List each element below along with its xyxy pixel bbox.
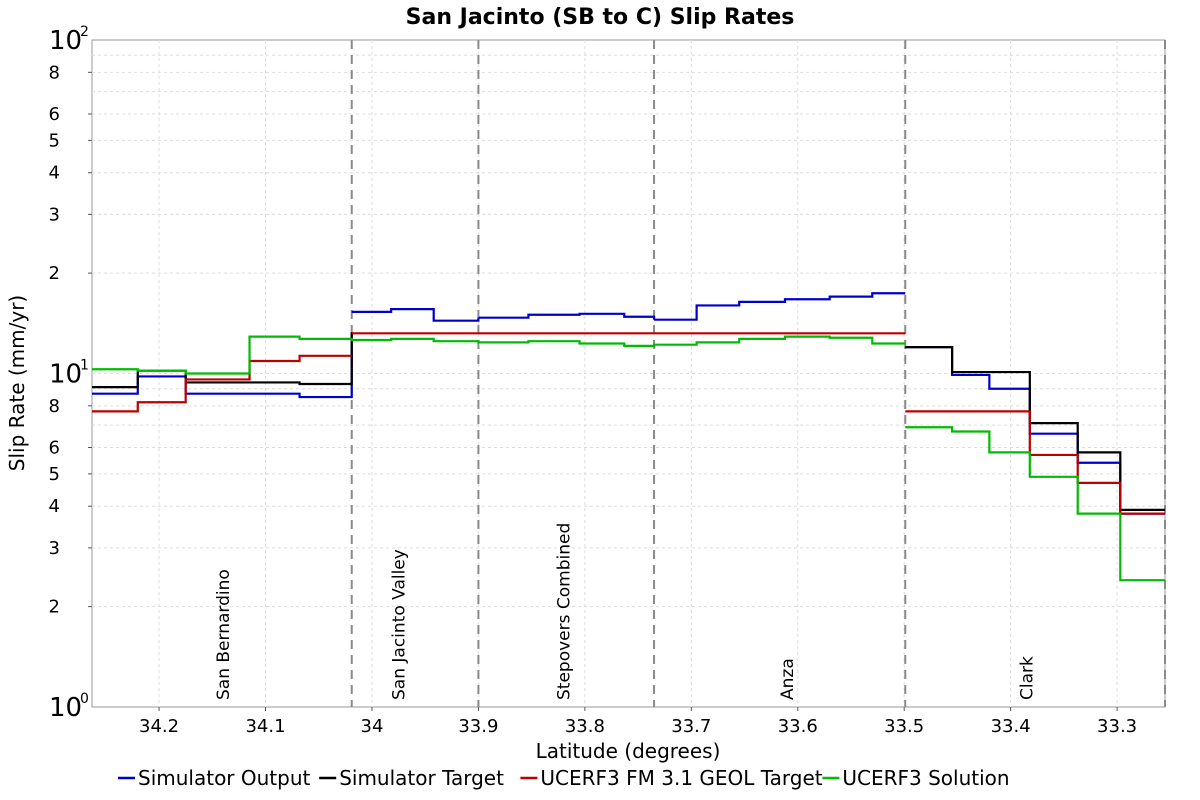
y-decade-label: 10 <box>49 26 82 56</box>
x-tick-label: 33.6 <box>778 716 818 737</box>
x-tick-label: 33.8 <box>565 716 605 737</box>
series-line-2 <box>905 410 1165 515</box>
y-tick-label: 6 <box>49 104 60 125</box>
legend-label-3: UCERF3 Solution <box>842 766 1009 790</box>
y-tick-label: 4 <box>49 163 60 184</box>
x-tick-label: 34.1 <box>245 716 285 737</box>
section-label: Anza <box>778 658 798 700</box>
section-label: Stepovers Combined <box>555 523 575 700</box>
x-tick-label: 33.5 <box>884 716 924 737</box>
y-decade-exponent: 0 <box>80 691 89 707</box>
legend: Simulator Output Simulator Target UCERF3 F… <box>118 766 1010 790</box>
y-tick-label: 5 <box>49 464 60 485</box>
section-label: San Bernardino <box>214 569 234 700</box>
y-decade-exponent: 1 <box>80 358 89 374</box>
x-tick-label: 33.3 <box>1097 716 1137 737</box>
y-tick-label: 2 <box>49 263 60 284</box>
x-tick-label: 34.2 <box>139 716 179 737</box>
legend-label-0: Simulator Output <box>138 766 311 790</box>
x-axis-ticks: 34.2 34.1 34 33.9 33.8 33.7 33.6 33.5 33.4 33.3 <box>139 707 1137 737</box>
section-label: Clark <box>1018 656 1038 700</box>
y-decade-label: 10 <box>49 693 82 723</box>
x-tick-label: 33.4 <box>991 716 1031 737</box>
series-line-0 <box>654 292 906 321</box>
series-line-0 <box>351 307 480 322</box>
series-line-3 <box>905 426 1165 582</box>
y-tick-label: 8 <box>49 62 60 83</box>
gridlines <box>92 40 1165 707</box>
series-line-3 <box>92 335 906 375</box>
series-line-1 <box>905 345 1165 511</box>
y-tick-label: 3 <box>49 538 60 559</box>
y-decade-exponent: 2 <box>80 24 89 40</box>
section-label: San Jacinto Valley <box>390 549 410 700</box>
y-decade-label: 10 <box>49 360 82 390</box>
y-tick-label: 4 <box>49 496 60 517</box>
chart-title: San Jacinto (SB to C) Slip Rates <box>406 5 795 30</box>
y-tick-label: 8 <box>49 396 60 417</box>
x-tick-label: 33.9 <box>458 716 498 737</box>
y-tick-label: 2 <box>49 597 60 618</box>
y-tick-label: 3 <box>49 204 60 225</box>
series-line-0 <box>478 312 656 320</box>
y-tick-label: 5 <box>49 130 60 151</box>
plot-area: San Bernardino San Jacinto Valley Stepover… <box>91 39 1166 708</box>
legend-label-2: UCERF3 FM 3.1 GEOL Target <box>540 766 822 790</box>
x-tick-label: 34 <box>361 716 384 737</box>
series-line-2 <box>92 354 352 413</box>
legend-label-1: Simulator Target <box>339 766 504 790</box>
series-lines <box>92 292 1165 582</box>
section-labels: San Bernardino San Jacinto Valley Stepover… <box>214 523 1038 700</box>
y-tick-label: 6 <box>49 437 60 458</box>
x-axis-label: Latitude (degrees) <box>536 739 721 763</box>
y-axis-label: Slip Rate (mm/yr) <box>5 295 29 471</box>
x-tick-label: 33.7 <box>671 716 711 737</box>
